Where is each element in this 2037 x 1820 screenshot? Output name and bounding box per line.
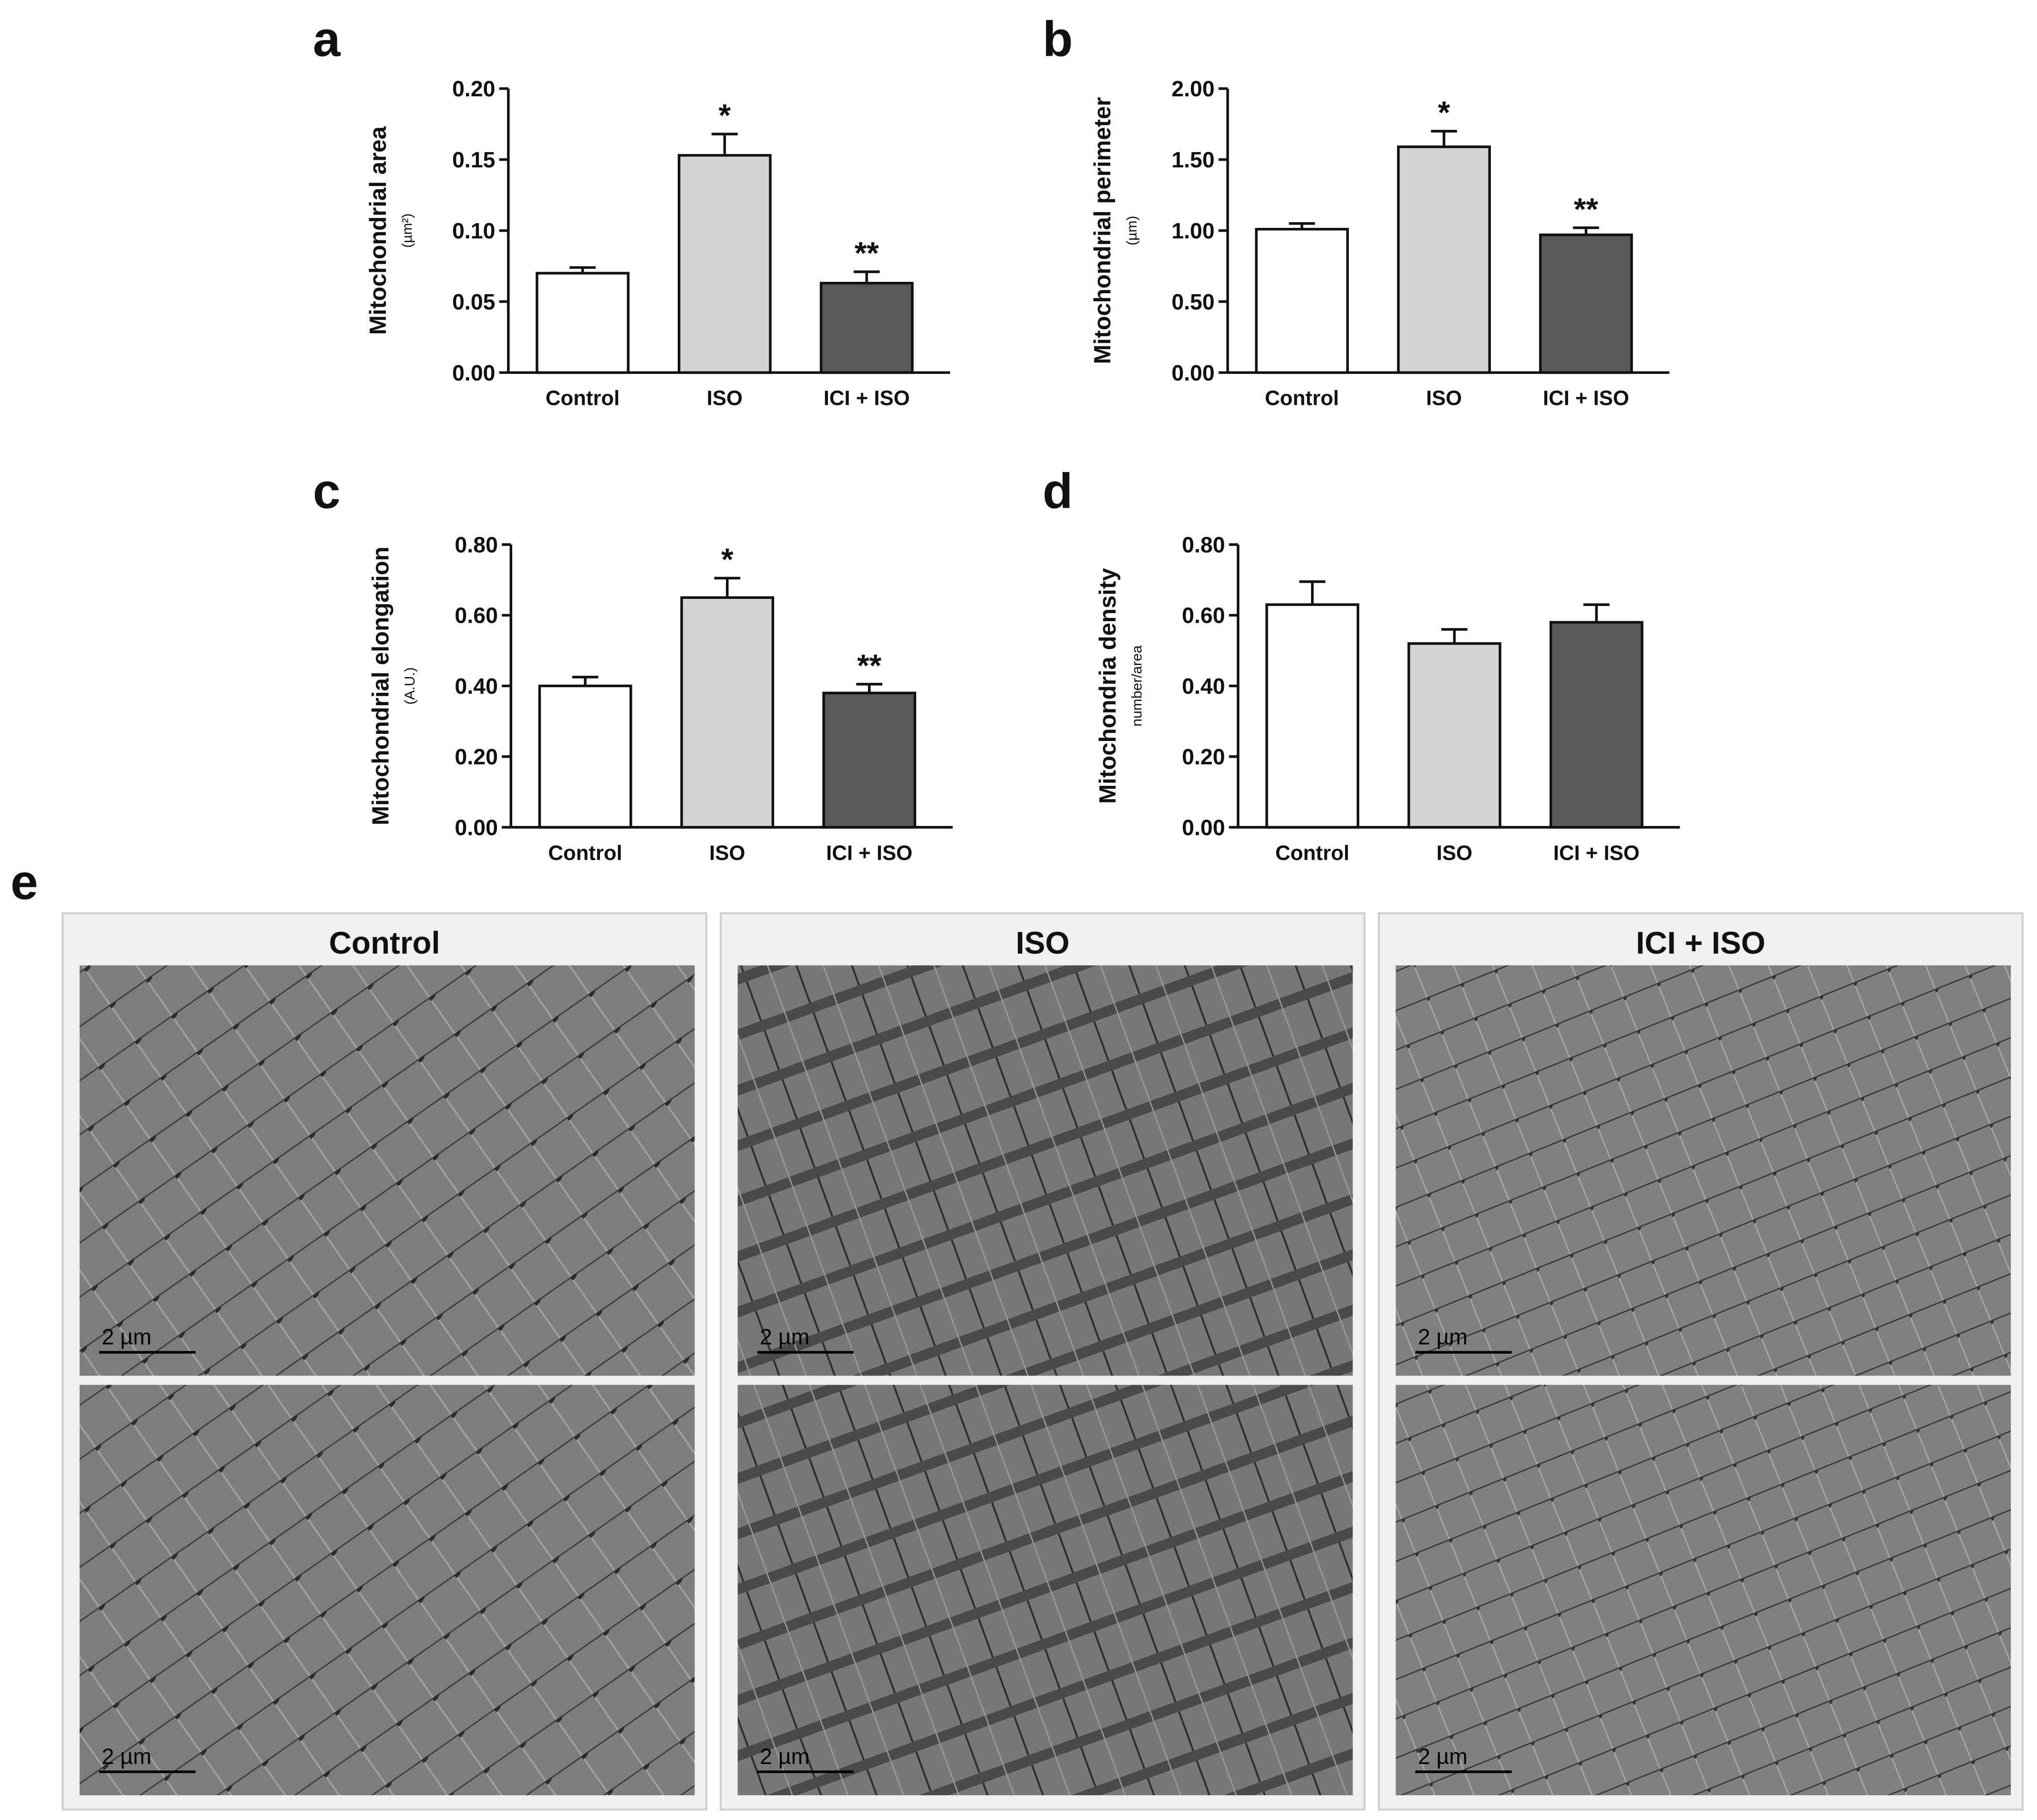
column-title: ICI + ISO [1636, 925, 1765, 960]
y-tick-label: 0.80 [455, 532, 498, 557]
x-tick-label: ISO [1437, 841, 1472, 864]
panel-letter: a [313, 11, 341, 67]
y-tick-label: 0.40 [455, 674, 498, 699]
y-axis-unit: (A.U.) [402, 667, 418, 704]
scale-bar-label: 2 µm [760, 1325, 809, 1349]
micrograph [737, 1385, 1353, 1796]
y-axis-label: Mitochondrial area [365, 126, 391, 335]
significance-marker: ** [855, 236, 879, 271]
y-tick-label: 0.00 [1171, 360, 1214, 385]
bar [1255, 227, 1349, 374]
bar [1539, 233, 1633, 374]
x-tick-label: ICI + ISO [824, 387, 910, 410]
micrograph [737, 965, 1353, 1376]
y-tick-label: 0.40 [1182, 674, 1225, 699]
x-tick-label: ICI + ISO [826, 841, 912, 864]
x-tick-label: ICI + ISO [1553, 841, 1640, 864]
bar [536, 272, 630, 374]
y-tick-label: 0.20 [455, 744, 498, 769]
y-tick-label: 0.00 [455, 815, 498, 840]
bar [538, 684, 632, 829]
y-tick-label: 0.20 [452, 76, 495, 101]
scale-bar-label: 2 µm [102, 1325, 151, 1349]
micrograph [79, 1385, 695, 1796]
micrograph [1396, 965, 2011, 1376]
y-axis-unit: (µm²) [400, 213, 415, 247]
panel-letter: e [10, 854, 38, 910]
bar [1397, 145, 1491, 374]
bar [680, 596, 775, 829]
y-tick-label: 0.20 [1182, 744, 1225, 769]
column-title: ISO [1016, 925, 1070, 960]
y-axis-label: Mitochondrial perimeter [1089, 97, 1116, 364]
y-tick-label: 0.60 [455, 603, 498, 628]
y-tick-label: 0.05 [452, 289, 495, 314]
y-tick-label: 1.00 [1171, 218, 1214, 243]
y-tick-label: 2.00 [1171, 76, 1214, 101]
bar [822, 691, 917, 829]
bar [819, 282, 914, 374]
y-axis-unit: number/area [1129, 645, 1145, 727]
micrograph-panel: Control 2 µm 2 µm ISO 2 µm 2 µm ICI + ISO 2 µm 2… [62, 912, 2024, 1811]
x-tick-label: Control [548, 841, 622, 864]
column-title: Control [329, 925, 440, 960]
y-tick-label: 0.00 [452, 360, 495, 385]
panel-letter: d [1043, 464, 1073, 519]
x-tick-label: Control [1275, 841, 1349, 864]
y-tick-label: 0.10 [452, 218, 495, 243]
micrograph [1396, 1385, 2011, 1796]
x-tick-label: Control [1265, 387, 1339, 410]
scale-bar-label: 2 µm [1418, 1325, 1468, 1349]
y-tick-label: 1.50 [1171, 147, 1214, 172]
significance-marker: ** [857, 648, 882, 683]
y-axis-label: Mitochondria density [1095, 568, 1121, 804]
y-tick-label: 0.00 [1182, 815, 1225, 840]
panel-letter: b [1043, 11, 1073, 67]
bar [1549, 621, 1644, 829]
x-tick-label: ICI + ISO [1543, 387, 1629, 410]
x-tick-label: ISO [1426, 387, 1462, 410]
significance-marker: ** [1574, 192, 1599, 226]
significance-marker: * [1438, 95, 1450, 130]
bar [1407, 642, 1501, 829]
x-tick-label: Control [546, 387, 620, 410]
panel-letter: c [313, 464, 341, 519]
bar [678, 154, 772, 374]
bar [1265, 603, 1359, 829]
micrograph [79, 965, 695, 1376]
y-axis-label: Mitochondrial elongation [367, 546, 393, 825]
scale-bar-label: 2 µm [760, 1744, 809, 1769]
x-tick-label: ISO [707, 387, 743, 410]
y-tick-label: 0.50 [1171, 289, 1214, 314]
y-tick-label: 0.80 [1182, 532, 1225, 557]
x-tick-label: ISO [709, 841, 745, 864]
significance-marker: * [719, 98, 731, 133]
scale-bar-label: 2 µm [1418, 1744, 1468, 1769]
y-axis-unit: (µm) [1124, 216, 1140, 245]
scale-bar-label: 2 µm [102, 1744, 151, 1769]
y-tick-label: 0.15 [452, 147, 495, 172]
y-tick-label: 0.60 [1182, 603, 1225, 628]
significance-marker: * [721, 542, 734, 577]
